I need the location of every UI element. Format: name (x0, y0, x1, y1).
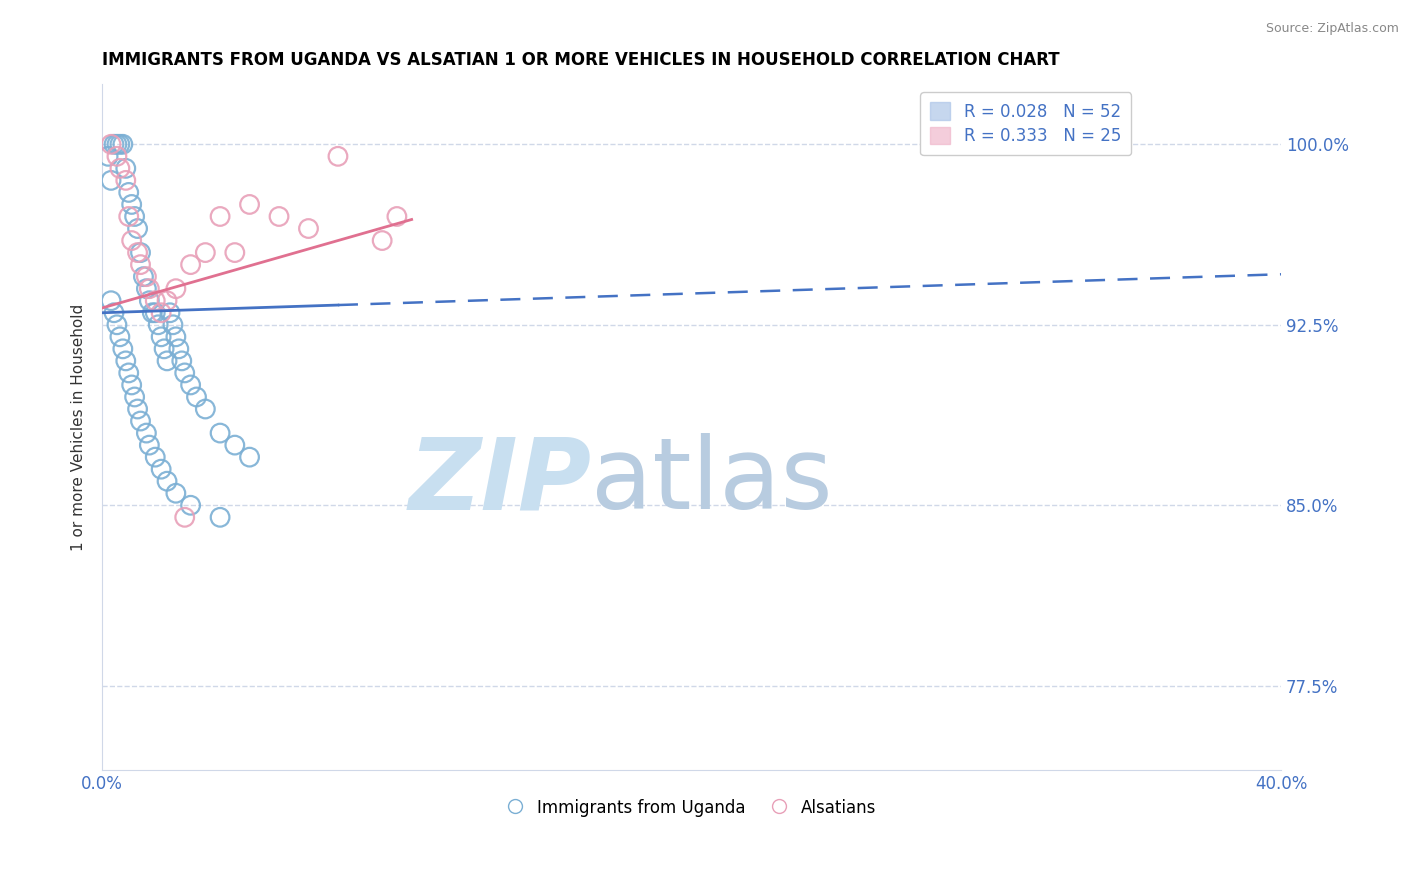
Point (170, 354, 193, 368)
Point (138, 282, 160, 296)
Point (143, 450, 166, 464)
Text: atlas: atlas (592, 434, 832, 531)
Point (121, 234, 143, 248)
Point (165, 330, 187, 344)
Point (124, 210, 146, 224)
Point (156, 474, 179, 488)
Point (180, 498, 202, 512)
Point (129, 258, 152, 272)
Point (108, 137, 131, 152)
Point (224, 245, 246, 260)
Point (173, 366, 195, 380)
Point (111, 137, 134, 152)
Point (103, 137, 125, 152)
Point (371, 234, 394, 248)
Point (209, 510, 232, 524)
Point (209, 210, 232, 224)
Text: ZIP: ZIP (408, 434, 592, 531)
Y-axis label: 1 or more Vehicles in Household: 1 or more Vehicles in Household (72, 303, 86, 550)
Point (186, 390, 208, 404)
Point (114, 161, 136, 176)
Point (129, 414, 152, 428)
Point (127, 221, 149, 235)
Point (238, 197, 260, 211)
Point (108, 161, 131, 176)
Point (180, 378, 202, 392)
Point (118, 186, 141, 200)
Point (180, 258, 202, 272)
Legend: Immigrants from Uganda, Alsatians: Immigrants from Uganda, Alsatians (501, 792, 883, 823)
Text: Source: ZipAtlas.com: Source: ZipAtlas.com (1265, 22, 1399, 36)
Point (114, 173, 136, 187)
Point (100, 137, 122, 152)
Point (100, 173, 122, 187)
Point (156, 293, 179, 308)
Point (135, 282, 157, 296)
Point (127, 245, 149, 260)
Point (167, 342, 190, 356)
Point (121, 378, 143, 392)
Point (150, 306, 173, 320)
Point (129, 245, 152, 260)
Point (385, 210, 408, 224)
Point (150, 330, 173, 344)
Point (159, 306, 181, 320)
Point (194, 245, 217, 260)
Point (105, 318, 128, 332)
Point (267, 210, 290, 224)
Point (108, 330, 131, 344)
Point (100, 293, 122, 308)
Point (103, 306, 125, 320)
Point (118, 210, 141, 224)
Point (127, 402, 149, 417)
Point (132, 269, 155, 284)
Point (141, 306, 163, 320)
Point (138, 438, 160, 452)
Point (148, 318, 170, 332)
Point (138, 293, 160, 308)
Point (124, 390, 146, 404)
Point (143, 306, 166, 320)
Point (153, 342, 176, 356)
Point (238, 450, 260, 464)
Point (135, 269, 157, 284)
Point (224, 438, 246, 452)
Point (97, 149, 120, 163)
Point (121, 197, 143, 211)
Point (150, 462, 173, 476)
Point (173, 510, 195, 524)
Point (118, 366, 141, 380)
Point (156, 354, 179, 368)
Point (194, 402, 217, 417)
Text: IMMIGRANTS FROM UGANDA VS ALSATIAN 1 OR MORE VEHICLES IN HOUSEHOLD CORRELATION C: IMMIGRANTS FROM UGANDA VS ALSATIAN 1 OR … (103, 51, 1060, 69)
Point (105, 137, 128, 152)
Point (165, 486, 187, 500)
Point (105, 149, 128, 163)
Point (162, 318, 184, 332)
Point (326, 149, 349, 163)
Point (297, 221, 319, 235)
Point (143, 293, 166, 308)
Point (135, 426, 157, 441)
Point (165, 282, 187, 296)
Point (209, 426, 232, 441)
Point (111, 342, 134, 356)
Point (114, 354, 136, 368)
